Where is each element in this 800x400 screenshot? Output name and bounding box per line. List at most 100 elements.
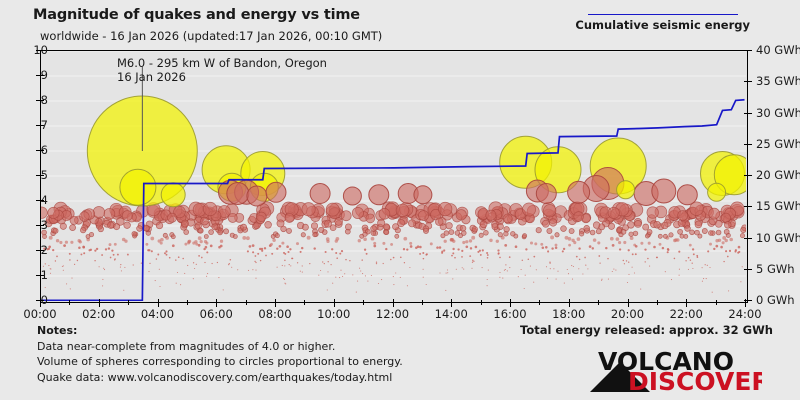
y-axis-tick-label: 5 xyxy=(40,168,48,182)
mountain-icon xyxy=(590,362,650,392)
y-axis-tick-mark xyxy=(36,100,44,101)
y2-axis-tick-label: 5 GWh xyxy=(756,261,795,276)
legend-label: Cumulative seismic energy xyxy=(575,18,750,32)
page-title: Magnitude of quakes and energy vs time xyxy=(33,7,360,23)
y2-axis-tick-label: 35 GWh xyxy=(756,74,800,89)
y2-axis-tick-mark xyxy=(744,206,752,208)
quake-bubble xyxy=(368,184,390,206)
y-axis-tick-label: 9 xyxy=(40,68,48,82)
page-subtitle: worldwide - 16 Jan 2026 (updated:17 Jan … xyxy=(40,29,383,43)
x-axis-tick-mark xyxy=(686,299,688,307)
quake-bubble xyxy=(246,185,268,207)
volcanodiscovery-logo[interactable]: VOLCANO DISCOVERY xyxy=(562,348,762,394)
y2-axis-tick-label: 30 GWh xyxy=(756,105,800,120)
notes-heading: Notes: xyxy=(37,324,78,337)
y-axis-tick-mark xyxy=(36,150,44,151)
x-axis-minor-tick xyxy=(715,300,717,305)
x-axis-tick-label: 12:00 xyxy=(375,307,410,321)
x-axis-tick-mark xyxy=(333,299,335,307)
y-axis-tick-mark xyxy=(36,175,44,176)
notes-block: Notes: Data near-complete from magnitude… xyxy=(37,323,403,385)
x-axis-tick-label: 10:00 xyxy=(317,307,351,321)
notes-line-1: Data near-complete from magnitudes of 4.… xyxy=(37,339,336,353)
quake-bubble xyxy=(265,181,287,203)
x-axis-tick-mark xyxy=(216,299,218,307)
x-axis-tick-mark xyxy=(40,299,41,307)
y-axis-tick-mark xyxy=(36,125,44,126)
y2-axis-tick-label: 0 GWh xyxy=(756,293,795,307)
y2-axis-tick-mark xyxy=(744,50,752,51)
quake-bubble xyxy=(707,182,727,202)
notes-line-2: Volume of spheres corresponding to circl… xyxy=(37,355,403,368)
quake-bubbles xyxy=(86,95,746,208)
x-axis-tick-label: 08:00 xyxy=(258,307,292,321)
x-axis-tick-mark xyxy=(98,299,100,307)
y2-axis-tick-mark xyxy=(744,268,752,270)
y-axis-tick-mark xyxy=(36,200,44,201)
quake-bubble xyxy=(676,184,698,206)
y-axis-tick-mark xyxy=(36,50,44,51)
quake-bubble xyxy=(342,186,362,206)
quake-bubble xyxy=(119,168,157,206)
x-axis-tick-mark xyxy=(568,299,570,307)
x-axis-tick-mark xyxy=(627,299,629,307)
annotation-line-1: M6.0 - 295 km W of Bandon, Oregon xyxy=(117,56,327,70)
y-axis-tick-label: 1 xyxy=(40,268,48,282)
quake-bubble xyxy=(616,180,636,200)
plot-svg xyxy=(41,51,746,301)
quake-bubble xyxy=(651,178,677,204)
x-axis-tick-mark xyxy=(451,299,453,307)
y-axis-tick-mark xyxy=(36,225,44,226)
x-axis-tick-label: 24:00 xyxy=(728,307,762,321)
quake-bubble xyxy=(413,185,433,205)
x-axis-tick-label: 04:00 xyxy=(140,307,175,321)
logo-text-top: VOLCANO xyxy=(598,348,734,376)
quake-bubble xyxy=(226,182,250,205)
y2-axis-tick-label: 25 GWh xyxy=(756,136,800,151)
y-axis-tick-label: 3 xyxy=(40,218,48,232)
x-axis-minor-tick xyxy=(245,300,247,305)
annotation-line-2: 16 Jan 2026 xyxy=(117,70,186,84)
y2-axis-tick-mark xyxy=(744,237,752,239)
quake-annotation: M6.0 - 295 km W of Bandon, Oregon 16 Jan… xyxy=(117,56,327,84)
quake-bubble xyxy=(535,183,557,204)
y-axis-tick-label: 0 xyxy=(40,293,48,307)
x-axis-minor-tick xyxy=(480,300,482,305)
x-axis-tick-label: 02:00 xyxy=(82,307,116,321)
x-axis-minor-tick xyxy=(656,300,658,305)
y-axis-tick-mark xyxy=(36,275,44,276)
y-axis-tick-label: 2 xyxy=(40,243,48,257)
legend-line-swatch xyxy=(587,14,738,15)
y2-axis-tick-mark xyxy=(744,175,752,176)
y2-axis-tick-mark xyxy=(744,300,752,301)
cumulative-energy-line xyxy=(41,98,745,301)
y2-axis-tick-label: 10 GWh xyxy=(756,230,800,245)
y-axis-tick-mark xyxy=(36,250,44,251)
x-axis-minor-tick xyxy=(186,300,188,305)
x-axis-tick-mark xyxy=(275,299,276,307)
x-axis-minor-tick xyxy=(304,300,306,305)
y2-axis-tick-mark xyxy=(744,143,752,145)
y2-axis-tick-label: 40 GWh xyxy=(756,43,800,57)
x-axis-minor-tick xyxy=(69,300,71,305)
plot-area xyxy=(40,50,748,303)
total-energy-label: Total energy released: approx. 32 GWh xyxy=(520,323,773,337)
x-axis-tick-mark xyxy=(745,299,746,307)
x-axis-minor-tick xyxy=(128,300,130,305)
x-axis-minor-tick xyxy=(598,300,600,305)
y-axis-tick-label: 7 xyxy=(40,118,48,132)
x-axis-tick-label: 20:00 xyxy=(610,307,645,321)
notes-line-3: Quake data: www.volcanodiscovery.com/ear… xyxy=(37,370,393,384)
x-axis-minor-tick xyxy=(363,300,365,305)
x-axis-tick-label: 16:00 xyxy=(493,307,527,321)
x-axis-tick-label: 00:00 xyxy=(23,307,57,321)
y2-axis-tick-mark xyxy=(744,112,752,114)
x-axis-tick-label: 14:00 xyxy=(434,307,468,321)
y-axis-tick-label: 8 xyxy=(40,93,48,107)
y2-axis-tick-label: 20 GWh xyxy=(756,168,800,182)
x-axis-tick-mark xyxy=(392,299,394,307)
y2-axis-tick-mark xyxy=(744,81,752,83)
y-axis-tick-label: 4 xyxy=(40,193,48,207)
x-axis-tick-label: 22:00 xyxy=(669,307,703,321)
y-axis-tick-label: 6 xyxy=(40,143,48,157)
